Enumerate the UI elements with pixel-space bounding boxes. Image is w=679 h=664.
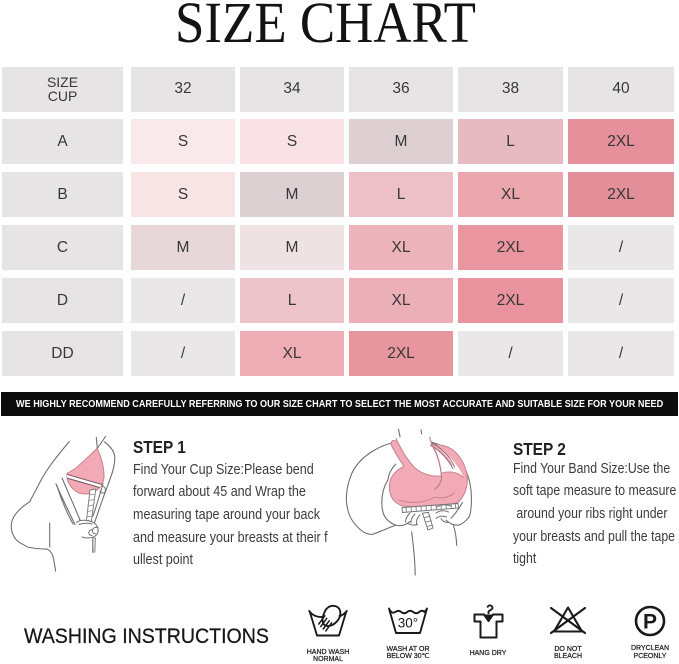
svg-text:P: P <box>643 611 657 634</box>
svg-text:30°: 30° <box>398 616 418 631</box>
